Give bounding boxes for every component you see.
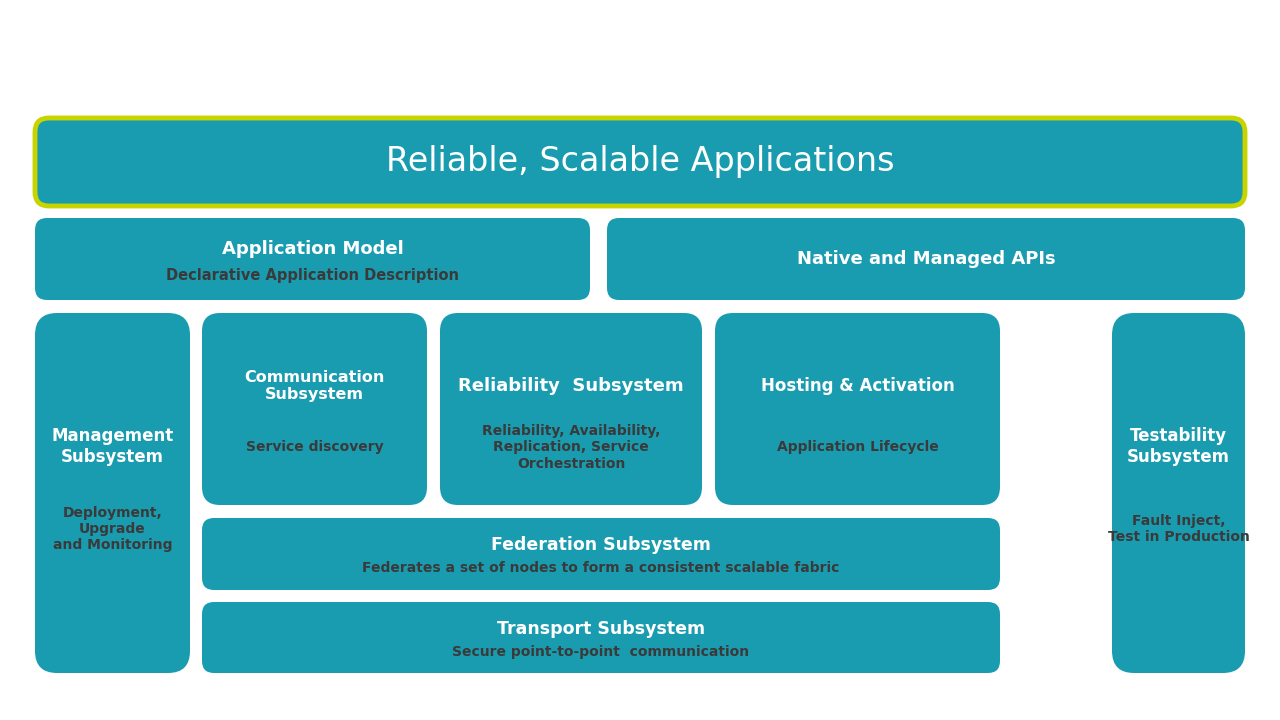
- FancyBboxPatch shape: [202, 602, 1000, 673]
- Text: Reliability  Subsystem: Reliability Subsystem: [458, 377, 684, 395]
- Text: Fault Inject,
Test in Production: Fault Inject, Test in Production: [1107, 514, 1249, 544]
- Text: Service discovery: Service discovery: [246, 441, 383, 454]
- Text: Testability
Subsystem: Testability Subsystem: [1126, 427, 1230, 466]
- Text: Hosting & Activation: Hosting & Activation: [760, 377, 955, 395]
- Text: Reliability, Availability,
Replication, Service
Orchestration: Reliability, Availability, Replication, …: [481, 424, 660, 471]
- Text: Management
Subsystem: Management Subsystem: [51, 427, 174, 466]
- Text: Application Model: Application Model: [221, 240, 403, 258]
- Text: Communication
Subsystem: Communication Subsystem: [244, 370, 385, 402]
- Text: Federation Subsystem: Federation Subsystem: [492, 536, 710, 554]
- FancyBboxPatch shape: [202, 313, 428, 505]
- Text: Secure point-to-point  communication: Secure point-to-point communication: [452, 644, 750, 659]
- Text: Transport Subsystem: Transport Subsystem: [497, 620, 705, 638]
- FancyBboxPatch shape: [35, 118, 1245, 206]
- FancyBboxPatch shape: [35, 313, 189, 673]
- FancyBboxPatch shape: [716, 313, 1000, 505]
- FancyBboxPatch shape: [202, 518, 1000, 590]
- Text: Declarative Application Description: Declarative Application Description: [166, 268, 460, 283]
- FancyBboxPatch shape: [35, 218, 590, 300]
- Text: Reliable, Scalable Applications: Reliable, Scalable Applications: [385, 145, 895, 179]
- FancyBboxPatch shape: [607, 218, 1245, 300]
- FancyBboxPatch shape: [1112, 313, 1245, 673]
- Text: Deployment,
Upgrade
and Monitoring: Deployment, Upgrade and Monitoring: [52, 505, 173, 552]
- Text: Application Lifecycle: Application Lifecycle: [777, 441, 938, 454]
- Text: Federates a set of nodes to form a consistent scalable fabric: Federates a set of nodes to form a consi…: [362, 562, 840, 575]
- FancyBboxPatch shape: [440, 313, 701, 505]
- Text: Native and Managed APIs: Native and Managed APIs: [796, 250, 1055, 268]
